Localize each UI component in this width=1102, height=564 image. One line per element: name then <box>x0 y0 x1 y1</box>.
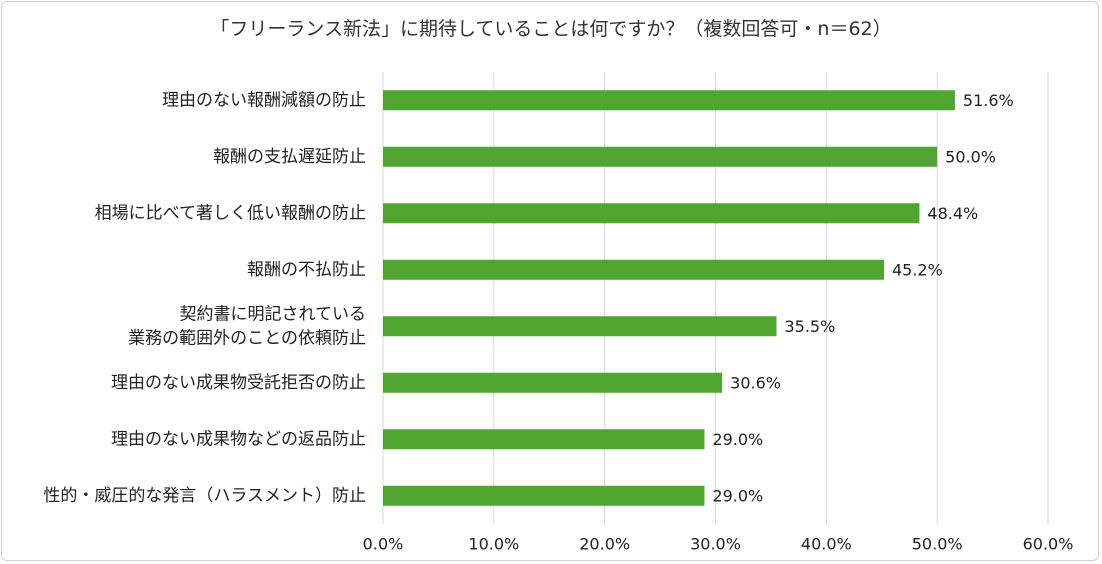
category-label-6: 理由のない成果物などの返品防止 <box>111 429 366 449</box>
category-label-4: 契約書に明記されている業務の範囲外のことの依頼防止 <box>128 304 366 348</box>
x-tick-label-5: 50.0% <box>912 535 963 554</box>
bar-7 <box>383 485 705 506</box>
chart-title: 「フリーランス新法」に期待していることは何ですか？（複数回答可・n＝62） <box>210 18 892 40</box>
x-tick-label-0: 0.0% <box>363 535 404 554</box>
category-label-7: 性的・威圧的な発言（ハラスメント）防止 <box>43 486 366 506</box>
value-label-1: 50.0% <box>945 147 996 166</box>
category-label-0: 理由のない報酬減額の防止 <box>162 90 366 110</box>
x-tick-label-1: 10.0% <box>468 535 519 554</box>
value-label-5: 30.6% <box>730 373 781 392</box>
bar-0 <box>383 90 955 111</box>
bar-5 <box>383 372 723 393</box>
x-tick-label-3: 30.0% <box>690 535 741 554</box>
bar-4 <box>383 316 777 337</box>
bar-3 <box>383 259 884 280</box>
value-label-2: 48.4% <box>927 204 978 223</box>
bars <box>383 90 955 506</box>
bar-6 <box>383 429 705 450</box>
x-tick-label-4: 40.0% <box>801 535 852 554</box>
category-labels: 理由のない報酬減額の防止報酬の支払遅延防止相場に比べて著しく低い報酬の防止報酬の… <box>43 90 366 506</box>
category-label-3: 報酬の不払防止 <box>247 260 366 280</box>
value-label-7: 29.0% <box>712 486 763 505</box>
value-label-6: 29.0% <box>712 430 763 449</box>
value-label-3: 45.2% <box>892 260 943 279</box>
value-labels: 51.6% 50.0% 48.4% 45.2% 35.5% 30.6% 29.0% 29.0% <box>712 91 1013 506</box>
x-tick-label-6: 60.0% <box>1023 535 1074 554</box>
x-tick-label-2: 20.0% <box>579 535 630 554</box>
x-tick-labels: 0.0% 10.0% 20.0% 30.0% 40.0% 50.0% 60.0% <box>363 535 1074 554</box>
category-label-2: 相場に比べて著しく低い報酬の防止 <box>95 203 366 223</box>
bar-2 <box>383 203 920 224</box>
gridlines <box>382 72 1049 524</box>
bar-1 <box>383 146 938 167</box>
value-label-0: 51.6% <box>963 91 1014 110</box>
value-label-4: 35.5% <box>784 317 835 336</box>
category-label-1: 報酬の支払遅延防止 <box>213 147 366 167</box>
category-label-5: 理由のない成果物受託拒否の防止 <box>111 373 366 393</box>
